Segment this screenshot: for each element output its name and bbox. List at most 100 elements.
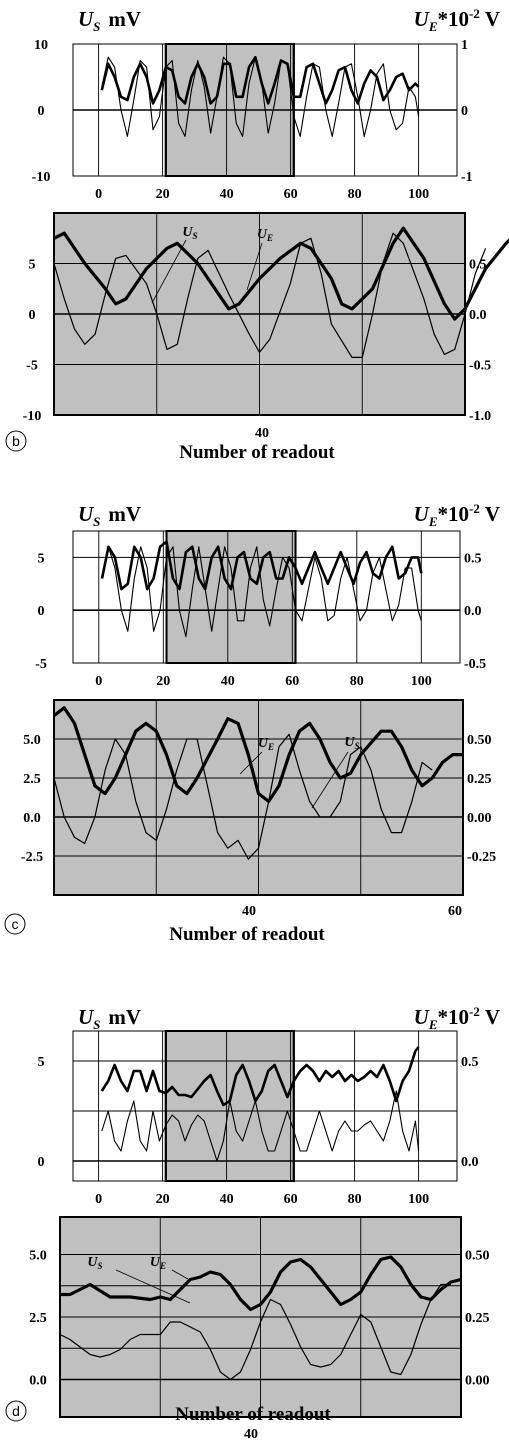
x-axis-label: Number of readout [175, 1404, 331, 1425]
annotation-symbol: U [150, 1255, 161, 1270]
zoom-x-tick: 40 [255, 426, 269, 441]
zoom-x-tick: 40 [244, 1427, 258, 1440]
zoom-y-tick-right: 0.0 [469, 308, 487, 323]
header-right-symbol: U [414, 1005, 431, 1029]
overview-x-tick: 80 [348, 187, 362, 202]
zoom-y-tick-right: -0.5 [469, 359, 491, 374]
overview-highlight-border [164, 43, 295, 177]
header-right: UE*10-2 V [414, 501, 500, 529]
overview-y-tick-left: 0 [38, 1155, 45, 1170]
overview-x-tick: 80 [350, 674, 364, 689]
zoom-y-tick-right: 0.50 [467, 733, 492, 748]
annotation-label: US [87, 1255, 102, 1271]
panel-label: d [12, 1403, 20, 1419]
header-right-unit: V [485, 502, 500, 526]
overview-y-tick-left: 0 [38, 604, 45, 619]
header-right-sub: E [428, 1017, 438, 1032]
overview-y-tick-left: 10 [34, 38, 48, 53]
zoom-series-U_S [53, 226, 509, 321]
annotation-label: US [344, 735, 359, 751]
overview-x-tick: 100 [408, 1192, 429, 1207]
zoom-y-tick-left: -2.5 [21, 850, 43, 865]
zoom-series-U_E [59, 1283, 451, 1381]
annotation-label: UE [257, 227, 273, 243]
overview-y-tick-left: 5 [38, 551, 45, 566]
overview-y-tick-left: 5 [38, 1055, 45, 1070]
zoom-y-tick-left: 5 [29, 258, 36, 273]
header-right-mult: *10 [437, 7, 469, 31]
zoom-y-tick-left: 5.0 [23, 733, 41, 748]
overview-y-tick-left: 0 [38, 104, 45, 119]
annotation-symbol: U [182, 225, 193, 240]
header-right-exp: -2 [469, 501, 480, 516]
panel-label-circle [5, 430, 27, 452]
header-right-mult: *10 [437, 502, 469, 526]
zoom-x-tick: 60 [448, 904, 462, 919]
annotation-sub: S [355, 741, 360, 751]
overview-y-tick-left: -5 [35, 657, 47, 672]
zoom-y-tick-right: 0.5 [469, 258, 487, 273]
annotation-leader [239, 751, 263, 775]
zoom-x-tick: 40 [242, 904, 256, 919]
overview-x-tick: 40 [220, 187, 234, 202]
zoom-y-tick-right: -0.25 [467, 850, 496, 865]
overview-highlight [164, 1030, 295, 1182]
header-left-symbol: U [78, 502, 95, 526]
annotation-label: UE [150, 1255, 166, 1271]
zoom-y-tick-right: -1.0 [469, 409, 491, 424]
overview-x-tick: 40 [221, 674, 235, 689]
panel-label-circle [4, 913, 26, 935]
zoom-y-tick-left: 0.0 [23, 811, 41, 826]
annotation-leader [311, 751, 349, 809]
overview-x-tick: 0 [95, 1192, 102, 1207]
overview-x-tick: 60 [285, 674, 299, 689]
header-left: US mV [78, 1005, 141, 1032]
annotation-sub: S [193, 231, 198, 241]
overview-x-tick: 60 [284, 187, 298, 202]
overview-y-tick-right: -1 [461, 170, 473, 185]
overview-y-tick-right: 0.0 [464, 604, 482, 619]
overview-x-tick: 40 [220, 1192, 234, 1207]
overview-x-tick: 60 [284, 1192, 298, 1207]
panel-label: c [12, 916, 19, 932]
header-right-exp: -2 [469, 1004, 480, 1019]
annotation-leader [151, 239, 187, 304]
annotation-symbol: U [344, 735, 355, 750]
overview-y-tick-left: -10 [32, 170, 51, 185]
header-left-sub: S [93, 514, 100, 529]
zoom-y-tick-left: -10 [23, 409, 42, 424]
overview-x-tick: 100 [408, 187, 429, 202]
panel-label: b [12, 433, 20, 449]
header-right: UE*10-2 V [414, 1004, 500, 1032]
panel-d: US mV UE*10-2 V0 20 40 60 80 100500.50.05.02.50.… [5, 1004, 500, 1440]
zoom-y-tick-left: -5 [26, 359, 38, 374]
zoom-y-tick-left: 2.5 [23, 772, 41, 787]
overview-x-tick: 20 [156, 674, 170, 689]
header-left-sub: S [93, 1017, 100, 1032]
overview-plot: 0 20 40 60 80 100 5 0 0.5 0.0 [38, 1030, 479, 1207]
zoom-frame-border [59, 1216, 462, 1418]
zoom-y-tick-left: 0.0 [29, 1374, 47, 1389]
header-right-unit: V [485, 1005, 500, 1029]
zoom-y-tick-right: 0.25 [467, 772, 492, 787]
annotation-sub: E [267, 742, 274, 752]
header-left: US mV [78, 7, 141, 34]
overview-y-tick-right: 0.5 [461, 1055, 479, 1070]
zoom-series-U_S [60, 1255, 462, 1312]
header-left-symbol: U [78, 7, 95, 31]
x-axis-label: Number of readout [179, 442, 335, 463]
annotation-label: US [182, 225, 197, 241]
zoom-y-tick-left: 2.5 [29, 1311, 47, 1326]
zoom-y-tick-left: 5.0 [29, 1249, 47, 1264]
header-right-symbol: U [414, 502, 431, 526]
overview-x-tick: 20 [156, 1192, 170, 1207]
zoom-series-U_S [53, 706, 463, 803]
zoom-y-tick-right: 0.00 [465, 1374, 490, 1389]
overview-x-tick: 0 [95, 674, 102, 689]
overview-y-tick-right: -0.5 [464, 657, 486, 672]
overview-highlight-border [165, 530, 297, 664]
panel-b: US mV UE*10-2 V0 20 40 60 80 100100-1010-150-5-1… [5, 6, 509, 463]
